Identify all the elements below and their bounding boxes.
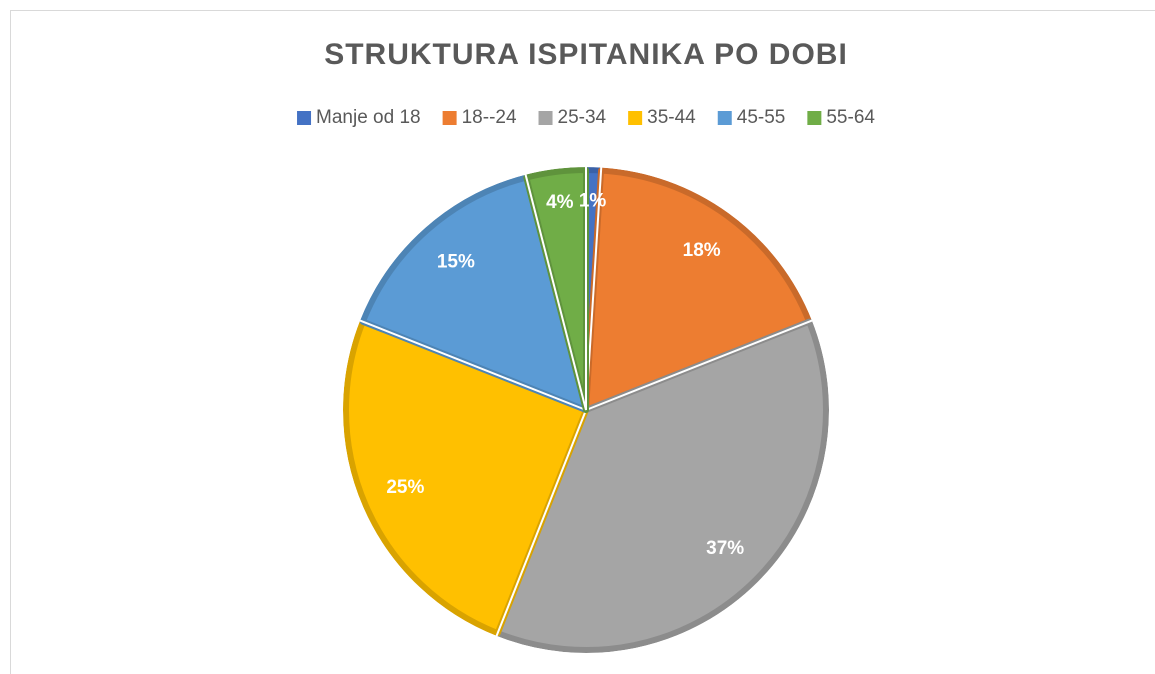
legend-swatch bbox=[628, 111, 643, 125]
chart-title: STRUKTURA ISPITANIKA PO DOBI bbox=[324, 38, 848, 71]
pie: 1% 18% 37% 25% 15% 4% bbox=[341, 164, 831, 655]
legend-swatch bbox=[538, 111, 553, 125]
slice-gap bbox=[494, 318, 831, 655]
slice-gap bbox=[524, 164, 587, 411]
legend-swatch bbox=[442, 111, 457, 125]
data-label: 1% bbox=[579, 190, 607, 211]
legend-label: 18--24 bbox=[462, 107, 517, 128]
pie-slice bbox=[359, 174, 589, 413]
legend-label: 55-64 bbox=[826, 107, 875, 128]
legend-label: 45-55 bbox=[737, 107, 786, 128]
data-label: 15% bbox=[437, 251, 475, 272]
pie-slice bbox=[494, 318, 829, 653]
legend-swatch bbox=[717, 111, 732, 125]
data-label: 18% bbox=[683, 240, 721, 261]
slice-gap bbox=[357, 172, 588, 412]
legend-label: Manje od 18 bbox=[316, 107, 421, 128]
legend-swatch bbox=[807, 111, 822, 125]
pie-slice bbox=[343, 318, 589, 637]
slice-gap bbox=[341, 318, 588, 639]
legend-swatch bbox=[297, 111, 312, 125]
data-label: 25% bbox=[386, 477, 424, 498]
legend: Manje od 18 18--24 25-34 35-44 45-55 55-64 bbox=[297, 107, 875, 128]
slice-gap bbox=[584, 165, 815, 412]
pie-slice bbox=[583, 167, 813, 413]
data-label: 37% bbox=[706, 538, 744, 559]
legend-label: 35-44 bbox=[647, 107, 696, 128]
data-label: 4% bbox=[546, 192, 574, 213]
legend-label: 25-34 bbox=[558, 107, 607, 128]
